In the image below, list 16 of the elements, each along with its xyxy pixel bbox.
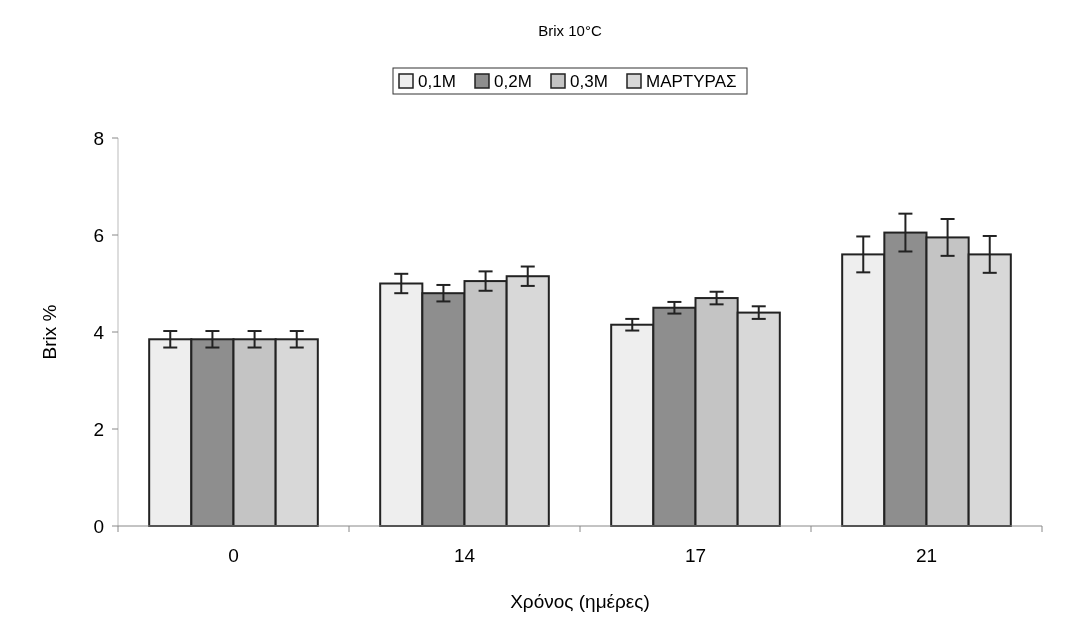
y-tick-label: 6 xyxy=(93,224,104,246)
legend-label: 0,1M xyxy=(418,72,456,91)
y-tick-label: 8 xyxy=(93,127,104,149)
x-tick-label: 17 xyxy=(684,545,707,566)
x-tick-label: 14 xyxy=(453,545,476,566)
x-tick-label: 0 xyxy=(228,545,239,566)
y-tick-label: 2 xyxy=(93,418,104,440)
x-tick-label: 21 xyxy=(915,545,938,566)
y-tick-label: 4 xyxy=(93,321,105,343)
legend-label: 0,2M xyxy=(494,72,532,91)
legend-label: ΜΑΡΤΥΡΑΣ xyxy=(646,72,737,91)
y-tick-label: 0 xyxy=(93,515,104,537)
legend-label: 0,3M xyxy=(570,72,608,91)
x-axis-title: Χρόνος (ημέρες) xyxy=(510,591,650,612)
chart-title: Brix 10°C xyxy=(538,22,602,39)
y-axis-title: Brix % xyxy=(39,304,60,360)
